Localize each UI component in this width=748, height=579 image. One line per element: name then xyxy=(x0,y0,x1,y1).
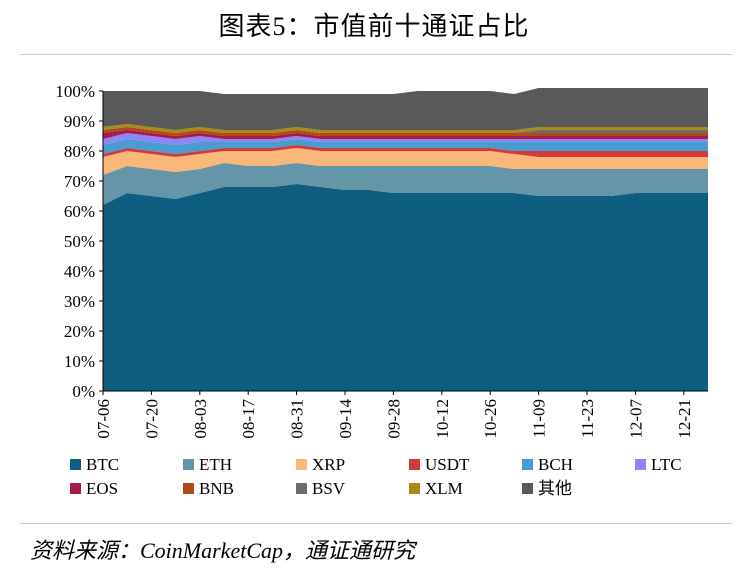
y-tick-label: 20% xyxy=(64,322,95,341)
legend-swatch xyxy=(183,483,194,494)
legend-label: BNB xyxy=(199,479,234,498)
y-tick-label: 0% xyxy=(72,382,95,401)
area-series-7 xyxy=(103,127,708,136)
legend-swatch xyxy=(296,459,307,470)
source-note: 资料来源：CoinMarketCap，通证通研究 xyxy=(30,538,415,563)
x-tick-label: 12-07 xyxy=(626,399,645,439)
legend-swatch xyxy=(635,459,646,470)
x-tick-label: 09-14 xyxy=(336,399,355,439)
legend-swatch xyxy=(522,483,533,494)
area-series-10 xyxy=(103,88,708,130)
x-tick-label: 09-28 xyxy=(384,399,403,439)
legend-label: 其他 xyxy=(538,479,572,498)
x-tick-label: 11-23 xyxy=(578,399,597,438)
area-series-0 xyxy=(103,184,708,391)
legend-label: USDT xyxy=(425,455,470,474)
legend-swatch xyxy=(409,459,420,470)
legend-label: ETH xyxy=(199,455,232,474)
legend-swatch xyxy=(70,459,81,470)
x-tick-label: 11-09 xyxy=(530,399,549,438)
legend-label: LTC xyxy=(651,455,682,474)
x-tick-label: 08-31 xyxy=(288,399,307,439)
area-series-1 xyxy=(103,163,708,205)
y-tick-label: 30% xyxy=(64,292,95,311)
area-series-4 xyxy=(103,139,708,154)
x-tick-label: 12-21 xyxy=(675,399,694,439)
x-tick-label: 07-06 xyxy=(94,399,113,439)
area-series-9 xyxy=(103,124,708,133)
legend-swatch xyxy=(409,483,420,494)
y-tick-label: 50% xyxy=(64,232,95,251)
legend-label: BSV xyxy=(312,479,346,498)
area-series-group xyxy=(103,88,708,391)
legend-label: BCH xyxy=(538,455,573,474)
x-tick-label: 10-26 xyxy=(481,399,500,439)
y-tick-label: 100% xyxy=(55,82,95,101)
y-tick-label: 10% xyxy=(64,352,95,371)
area-series-2 xyxy=(103,148,708,175)
y-tick-label: 70% xyxy=(64,172,95,191)
legend-label: XRP xyxy=(312,455,345,474)
y-tick-label: 80% xyxy=(64,142,95,161)
legend-swatch xyxy=(296,483,307,494)
x-tick-label: 08-03 xyxy=(191,399,210,439)
legend-swatch xyxy=(522,459,533,470)
y-tick-label: 90% xyxy=(64,112,95,131)
x-tick-label: 10-12 xyxy=(433,399,452,439)
legend: BTC ETH XRP USDT BCH LTC EOS BNB BSV XLM 其他 xyxy=(70,455,682,498)
chart-title: 图表5：市值前十通证占比 xyxy=(218,12,530,41)
y-tick-label: 40% xyxy=(64,262,95,281)
area-series-6 xyxy=(103,130,708,139)
legend-label: EOS xyxy=(86,479,118,498)
y-tick-label: 60% xyxy=(64,202,95,221)
legend-swatch xyxy=(183,459,194,470)
x-tick-label: 08-17 xyxy=(239,399,258,439)
legend-label: XLM xyxy=(425,479,463,498)
legend-label: BTC xyxy=(86,455,119,474)
top-divider xyxy=(20,54,732,55)
area-series-8 xyxy=(103,127,708,133)
legend-swatch xyxy=(70,483,81,494)
axes-group: 0% 10% 20% 30% 40% 50% 60% 70% 80% 90% 100% 07-06 07… xyxy=(55,82,708,439)
x-tick-label: 07-20 xyxy=(142,399,161,439)
bottom-divider xyxy=(20,523,732,524)
